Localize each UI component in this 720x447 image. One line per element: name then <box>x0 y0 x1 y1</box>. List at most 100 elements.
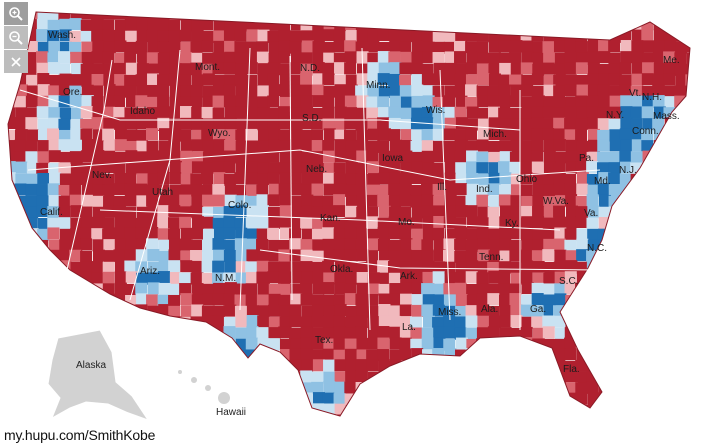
county-cell <box>245 337 258 350</box>
county-cell <box>59 29 72 42</box>
county-cell <box>289 118 302 131</box>
county-cell <box>400 282 413 295</box>
county-cell <box>36 29 49 42</box>
county-cell <box>135 282 148 295</box>
county-cell <box>224 19 237 32</box>
county-cell <box>278 360 291 373</box>
county-cell <box>620 206 633 219</box>
county-cell <box>564 370 577 383</box>
county-cell <box>466 106 479 119</box>
county-cell <box>609 238 622 251</box>
county-cell <box>499 140 512 153</box>
reset-button[interactable] <box>4 50 28 73</box>
county-cell <box>674 52 687 65</box>
county-cell <box>378 382 391 395</box>
county-cell <box>300 326 313 339</box>
state-label-ore: Ore. <box>63 87 83 98</box>
zoom-in-button[interactable] <box>4 2 28 25</box>
county-cell <box>289 12 302 20</box>
alaska-label: Alaska <box>76 360 107 371</box>
county-cell <box>81 51 94 64</box>
county-cell <box>201 260 214 273</box>
county-cell <box>443 249 456 262</box>
county-cell <box>114 337 127 350</box>
county-cell <box>80 150 93 163</box>
county-cell <box>663 228 676 241</box>
county-cell <box>575 12 588 21</box>
county-cell <box>257 129 270 142</box>
county-cell <box>212 62 225 75</box>
county-cell <box>553 107 566 120</box>
county-cell <box>630 283 643 296</box>
county-cell <box>598 206 611 219</box>
county-cell <box>477 12 490 21</box>
county-cell <box>576 172 589 185</box>
county-cell <box>290 206 303 219</box>
zoom-out-button[interactable] <box>4 26 28 49</box>
county-cell <box>454 327 467 340</box>
county-cell <box>114 40 127 53</box>
county-cell <box>48 239 61 252</box>
county-cell <box>289 238 302 251</box>
county-cell <box>81 41 94 54</box>
county-cell <box>301 106 314 119</box>
county-cell <box>631 415 644 416</box>
county-cell <box>598 40 611 53</box>
county-cell <box>113 249 126 262</box>
county-cell <box>245 294 258 307</box>
county-cell <box>697 85 709 97</box>
county-cell <box>257 315 270 328</box>
county-cell <box>664 18 677 31</box>
county-cell <box>476 194 489 207</box>
county-cell <box>289 228 302 241</box>
county-cell <box>125 140 138 153</box>
county-cell <box>135 217 148 230</box>
county-cell <box>124 227 137 240</box>
county-cell <box>421 194 434 207</box>
county-cell <box>576 238 589 251</box>
county-cell <box>422 260 435 273</box>
county-cell <box>25 29 38 42</box>
county-cell <box>333 162 346 175</box>
county-cell <box>663 403 676 416</box>
county-cell <box>631 62 644 75</box>
county-cell <box>322 118 335 131</box>
county-cell <box>531 370 544 383</box>
county-cell <box>433 249 446 262</box>
county-cell <box>477 404 490 416</box>
county-cell <box>345 305 358 318</box>
county-cell <box>344 249 357 262</box>
county-cell <box>334 282 347 295</box>
county-cell <box>59 305 72 318</box>
county-cell <box>267 62 280 75</box>
county-cell <box>147 184 160 197</box>
county-cell <box>91 228 104 241</box>
county-cell <box>8 403 17 416</box>
county-cell <box>158 316 171 329</box>
state-label-idaho: Idaho <box>130 106 156 117</box>
county-cell <box>674 12 687 21</box>
county-cell <box>158 371 171 384</box>
county-cell <box>267 172 280 185</box>
county-cell <box>201 128 214 141</box>
county-cell <box>212 360 225 373</box>
county-cell <box>521 228 534 241</box>
county-cell <box>455 261 468 274</box>
county-cell <box>399 30 412 43</box>
county-cell <box>399 194 412 207</box>
county-cell <box>652 118 665 131</box>
county-cell <box>653 161 666 174</box>
county-cell <box>674 338 687 351</box>
county-cell <box>675 404 688 416</box>
state-label-colo: Colo. <box>228 200 252 211</box>
county-cell <box>543 84 556 97</box>
county-cell <box>499 216 512 229</box>
county-cell <box>202 184 215 197</box>
county-cell <box>356 249 369 262</box>
county-cell <box>575 326 588 339</box>
county-cell <box>146 338 159 351</box>
county-cell <box>70 12 83 20</box>
county-cell <box>432 162 445 175</box>
county-cell <box>542 217 555 230</box>
